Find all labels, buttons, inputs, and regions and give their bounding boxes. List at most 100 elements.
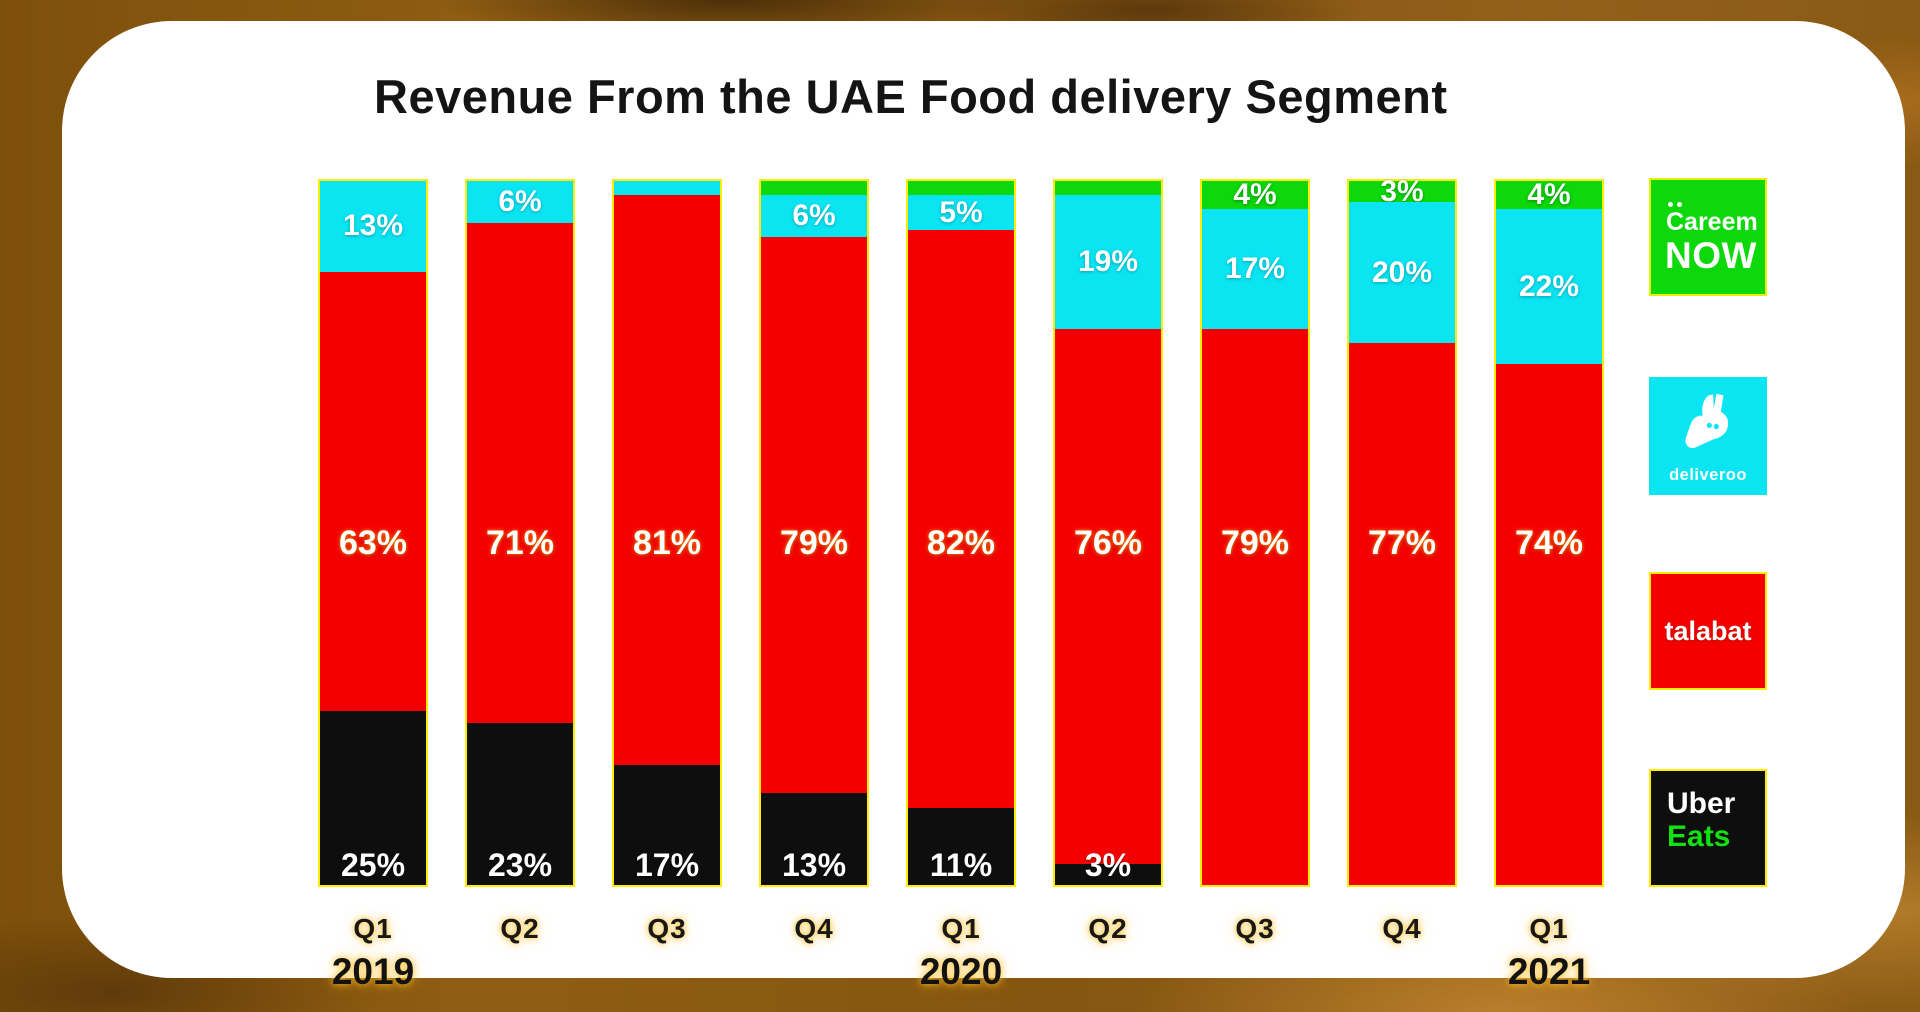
segment-label: 82% bbox=[926, 524, 996, 562]
legend-careem-now: Careem NOW bbox=[1649, 178, 1767, 296]
segment-talabat-q4-2019 bbox=[761, 237, 867, 794]
bar-q3-2020: 4% 17% 79% bbox=[1200, 179, 1310, 887]
segment-label: 17% bbox=[1224, 251, 1286, 285]
bar-q3-2019: 81% 17% bbox=[612, 179, 722, 887]
segment-label: 4% bbox=[1527, 178, 1571, 212]
segment-uber_eats-q2-2020: 3% bbox=[1055, 849, 1161, 885]
segment-label: 5% bbox=[939, 195, 983, 229]
x-cell-q2-2020: Q2 bbox=[1053, 913, 1163, 993]
segment-label: 19% bbox=[1077, 244, 1139, 278]
segment-uber_eats-q1-2020: 11% bbox=[908, 807, 1014, 885]
x-label-q1-2020: Q1 bbox=[941, 913, 981, 944]
x-cell-q3-2020: Q3 bbox=[1200, 913, 1310, 993]
x-cell-q2-2019: Q2 bbox=[465, 913, 575, 993]
segment-label: 23% bbox=[487, 846, 553, 883]
segment-careem_now-q4-2020: 3% bbox=[1349, 176, 1455, 206]
segment-label: 81% bbox=[632, 524, 702, 562]
segment-label: 76% bbox=[1073, 524, 1143, 562]
segment-label: 22% bbox=[1518, 269, 1580, 303]
deliveroo-kangaroo-icon bbox=[1685, 393, 1729, 449]
bar-q4-2020: 3% 20% 77% bbox=[1347, 176, 1457, 887]
segment-deliveroo-q4-2019: 6% bbox=[761, 195, 867, 238]
segment-talabat-q1-2020 bbox=[908, 230, 1014, 808]
plot-area: 13% 63% 25% 6% 71% 23% 81% 17% 6% 79% 13% 5% 82% 11% 1… bbox=[318, 176, 1604, 887]
segment-label: 20% bbox=[1371, 255, 1433, 289]
segment-uber_eats-q3-2019: 17% bbox=[614, 765, 720, 885]
segment-label: 71% bbox=[485, 524, 555, 562]
x-cell-q3-2019: Q3 bbox=[612, 913, 722, 993]
segment-talabat-q4-2020 bbox=[1349, 342, 1455, 885]
segment-label: 13% bbox=[342, 209, 404, 243]
segment-talabat-q1-2019 bbox=[320, 271, 426, 711]
uber-brand-text: Uber bbox=[1667, 787, 1736, 820]
segment-deliveroo-q2-2020: 19% bbox=[1055, 195, 1161, 329]
bar-q2-2020: 19% 76% 3% bbox=[1053, 179, 1163, 887]
bar-q1-2021: 4% 22% 74% bbox=[1494, 179, 1604, 887]
bar-q1-2020: 5% 82% 11% bbox=[906, 179, 1016, 887]
year-label-2019: 2019 bbox=[331, 951, 415, 992]
segment-uber_eats-q4-2019: 13% bbox=[761, 793, 867, 885]
segment-talabat-q2-2019 bbox=[467, 223, 573, 724]
deliveroo-brand-text: deliveroo bbox=[1669, 466, 1747, 484]
segment-talabat-q3-2019 bbox=[614, 195, 720, 766]
x-label-q3-2019: Q3 bbox=[647, 913, 687, 944]
segment-talabat-q2-2020 bbox=[1055, 328, 1161, 864]
segment-deliveroo-q3-2019 bbox=[614, 181, 720, 196]
x-label-q1-2021: Q1 bbox=[1529, 913, 1569, 944]
segment-deliveroo-q1-2019: 13% bbox=[320, 181, 426, 272]
segment-label: 17% bbox=[634, 846, 700, 883]
segment-label: 6% bbox=[498, 185, 542, 219]
talabat-brand-text: talabat bbox=[1664, 615, 1752, 646]
segment-label: 77% bbox=[1367, 524, 1437, 562]
segment-uber_eats-q1-2019: 25% bbox=[320, 710, 426, 885]
x-label-q1-2019: Q1 bbox=[353, 913, 393, 944]
segment-careem_now-q3-2020: 4% bbox=[1202, 178, 1308, 212]
x-label-q2-2019: Q2 bbox=[500, 913, 540, 944]
segment-label: 25% bbox=[340, 846, 406, 883]
bar-q4-2019: 6% 79% 13% bbox=[759, 179, 869, 887]
chart-card: Revenue From the UAE Food delivery Segme… bbox=[62, 21, 1905, 992]
year-label-2020: 2020 bbox=[919, 951, 1003, 992]
x-cell-q1-2019: Q1 2019 bbox=[318, 913, 428, 993]
bar-q1-2019: 13% 63% 25% bbox=[318, 179, 428, 887]
x-label-q4-2019: Q4 bbox=[794, 913, 834, 944]
legend-deliveroo: deliveroo bbox=[1649, 377, 1767, 495]
segment-careem_now-q1-2021: 4% bbox=[1496, 178, 1602, 212]
careem-brand-text: Careem bbox=[1666, 208, 1758, 236]
segment-deliveroo-q2-2019: 6% bbox=[467, 181, 573, 224]
x-axis: Q1 2019 Q2 Q3 Q4 Q1 2020 Q2 Q3 Q4 Q1 2021 bbox=[318, 913, 1604, 993]
bar-q2-2019: 6% 71% 23% bbox=[465, 179, 575, 887]
careem-logo-dots-icon bbox=[1668, 202, 1682, 207]
segment-deliveroo-q1-2021: 22% bbox=[1496, 209, 1602, 365]
segment-careem_now-q2-2020 bbox=[1055, 181, 1161, 196]
segment-label: 11% bbox=[929, 846, 993, 883]
segment-uber_eats-q2-2019: 23% bbox=[467, 723, 573, 885]
year-label-2021: 2021 bbox=[1507, 951, 1591, 992]
segment-label: 4% bbox=[1233, 178, 1277, 212]
segment-label: 74% bbox=[1514, 524, 1584, 562]
legend-talabat: talabat bbox=[1649, 572, 1767, 690]
segment-label: 79% bbox=[779, 524, 849, 562]
legend-uber-eats: Uber Eats bbox=[1649, 769, 1767, 887]
careem-now-text: NOW bbox=[1665, 235, 1757, 276]
segment-deliveroo-q3-2020: 17% bbox=[1202, 209, 1308, 329]
x-cell-q4-2020: Q4 bbox=[1347, 913, 1457, 993]
x-cell-q4-2019: Q4 bbox=[759, 913, 869, 993]
segment-label: 6% bbox=[792, 199, 836, 233]
segment-deliveroo-q1-2020: 5% bbox=[908, 195, 1014, 231]
uber-eats-text: Eats bbox=[1667, 820, 1731, 853]
segment-label: 13% bbox=[781, 846, 847, 883]
segment-label: 3% bbox=[1380, 174, 1424, 208]
x-cell-q1-2021: Q1 2021 bbox=[1494, 913, 1604, 993]
segment-deliveroo-q4-2020: 20% bbox=[1349, 202, 1455, 343]
chart-title: Revenue From the UAE Food delivery Segme… bbox=[374, 70, 1448, 123]
x-label-q3-2020: Q3 bbox=[1235, 913, 1275, 944]
segment-careem_now-q4-2019 bbox=[761, 181, 867, 196]
segment-label: 63% bbox=[338, 524, 408, 562]
segment-talabat-q3-2020 bbox=[1202, 328, 1308, 885]
segment-careem_now-q1-2020 bbox=[908, 181, 1014, 196]
segment-label: 79% bbox=[1220, 524, 1290, 562]
x-cell-q1-2020: Q1 2020 bbox=[906, 913, 1016, 993]
segment-talabat-q1-2021 bbox=[1496, 364, 1602, 885]
